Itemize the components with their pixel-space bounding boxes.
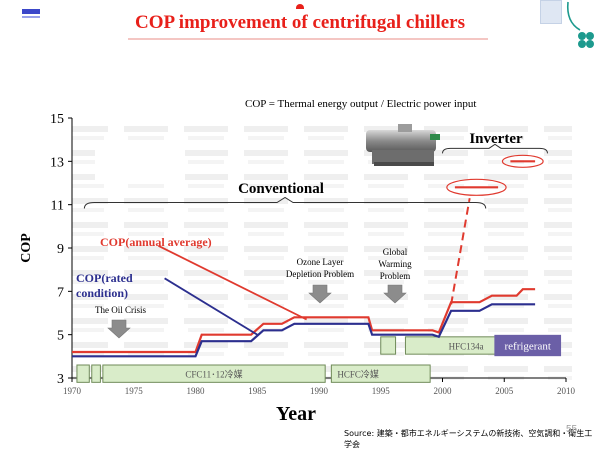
- global-warming-label-2: Warming: [378, 259, 412, 269]
- x-tick-label: 2005: [495, 386, 514, 396]
- x-tick-label: 1985: [248, 386, 267, 396]
- ozone-label-1: Ozone Layer: [297, 257, 344, 267]
- hfc-bar-label: HFC134a: [449, 342, 484, 352]
- series-line-2: [157, 244, 308, 321]
- inverter-label: Inverter: [469, 131, 523, 147]
- white-block: [95, 146, 185, 184]
- global-warming-arrow-icon: [383, 284, 407, 304]
- ozone-arrow-icon: [308, 284, 332, 304]
- y-tick-label: 3: [57, 372, 64, 387]
- series-line-0: [72, 288, 536, 354]
- source-note: Source: 建築・都市エネルギーシステムの新技術、空気調和・衛生工学会: [344, 429, 593, 449]
- oil-crisis-arrow-icon: [107, 319, 131, 339]
- x-tick-label: 1995: [372, 386, 391, 396]
- y-tick-label: 13: [50, 155, 64, 170]
- x-tick-label: 1975: [125, 386, 144, 396]
- corner-box: [540, 0, 562, 24]
- y-tick-label: 7: [57, 285, 64, 300]
- y-tick-label: 5: [57, 329, 64, 344]
- refrigerant-segment: [91, 364, 101, 383]
- inverter-brace: [442, 143, 548, 154]
- series-line-1: [72, 303, 536, 358]
- annual-average-label: COP(annual average): [100, 235, 212, 249]
- y-tick-label: 9: [57, 242, 64, 257]
- oil-crisis-label: The Oil Crisis: [95, 305, 146, 315]
- global-warming-label-3: Problem: [380, 271, 411, 281]
- refrigerant-segment: [76, 364, 90, 383]
- cfc-bar: [102, 364, 326, 383]
- refrigerant-segment: [380, 336, 397, 355]
- refrigerant-tag: [494, 334, 562, 357]
- refrigerant-tag-label: refrigerant: [505, 341, 551, 353]
- conventional-label: Conventional: [238, 181, 324, 197]
- series-line-3: [164, 277, 258, 336]
- y-tick-label: 11: [51, 199, 64, 214]
- x-tick-label: 2000: [434, 386, 453, 396]
- x-tick-label: 2010: [557, 386, 576, 396]
- corner-decoration-line: [22, 16, 40, 18]
- hcfc-bar-label: HCFC冷媒: [337, 369, 379, 380]
- inverter-dashed-link: [450, 197, 471, 305]
- rated-condition-label-2: condition): [76, 286, 128, 300]
- rated-condition-label: COP(rated: [76, 271, 133, 285]
- slide-title: COP improvement of centrifugal chillers: [135, 12, 465, 33]
- chiller-photo-icon: [366, 124, 440, 166]
- inverter-ellipse-2: [501, 154, 544, 168]
- x-tick-label: 1970: [63, 386, 82, 396]
- top-decoration: [296, 4, 304, 9]
- hcfc-bar: [330, 364, 431, 383]
- conventional-brace: [83, 196, 487, 209]
- y-tick-label: 15: [50, 112, 64, 127]
- corner-decoration: [22, 9, 40, 14]
- x-tick-label: 1990: [310, 386, 329, 396]
- page-number: 55: [566, 424, 578, 435]
- title-underline: [128, 38, 488, 40]
- global-warming-label-1: Global: [383, 247, 408, 257]
- clover-logo-icon: [566, 1, 594, 48]
- x-tick-label: 1980: [187, 386, 206, 396]
- x-axis-label: Year: [276, 403, 316, 425]
- cop-formula: COP = Thermal energy output / Electric p…: [245, 98, 477, 110]
- y-axis-label: COP: [19, 233, 34, 263]
- ozone-label-2: Depletion Problem: [286, 269, 354, 279]
- inverter-ellipse-1: [446, 178, 507, 196]
- cfc-bar-label: CFC11･12冷媒: [185, 369, 242, 380]
